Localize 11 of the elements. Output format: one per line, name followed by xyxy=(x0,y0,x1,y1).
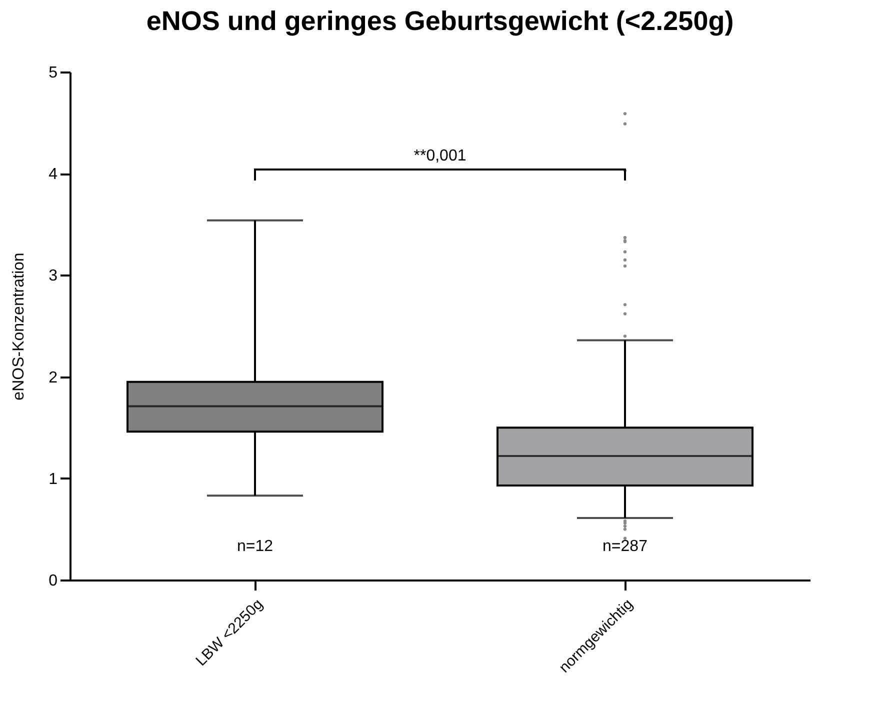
y-axis-title: eNOS-Konzentration xyxy=(10,252,28,400)
annotation: **0,001 xyxy=(414,148,466,165)
y-tick-label: 1 xyxy=(48,470,58,488)
y-tick-label: 2 xyxy=(48,369,58,386)
annotation: n=12 xyxy=(236,538,274,555)
y-tick-label: 0 xyxy=(48,572,58,590)
y-tick-label: 5 xyxy=(48,64,58,82)
annotation: n=287 xyxy=(602,538,648,555)
y-tick-label: 4 xyxy=(48,166,58,184)
chart-title: eNOS und geringes Geburtsgewicht (<2.250g) xyxy=(146,6,734,36)
y-tick-label: 3 xyxy=(48,268,58,285)
